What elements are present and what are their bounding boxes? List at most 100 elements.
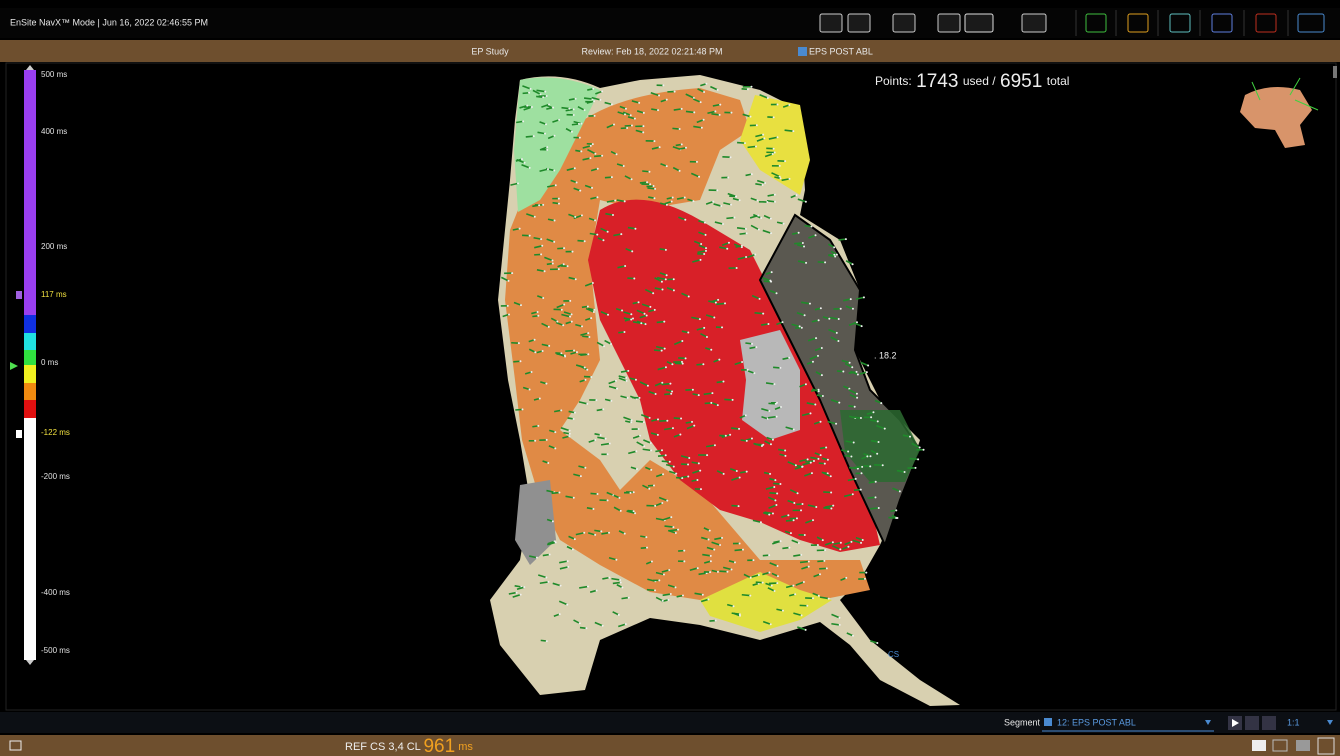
toolbar-button[interactable] [1169,13,1191,33]
vector-arrow [740,439,747,442]
vector-head [874,496,877,499]
vector-arrow [665,463,674,468]
orientation-widget[interactable] [1240,77,1319,148]
scale-marker[interactable] [10,362,18,370]
vector-arrow [615,307,623,312]
vector-head [571,250,574,253]
toolbar-button[interactable] [819,13,843,33]
toolbar-button[interactable] [1021,13,1047,33]
vector-head [806,604,809,607]
vector-head [574,215,577,218]
vector-arrow [542,553,550,557]
vector-head [768,554,771,557]
vector-head [526,104,529,107]
vector-head [806,458,809,461]
vector-arrow [859,371,868,375]
vector-head [740,244,743,247]
vector-head [738,199,741,202]
vector-head [768,410,771,413]
vector-head [824,261,827,264]
vector-head [634,227,637,230]
vector-arrow [675,143,682,147]
toolbar-button[interactable] [1127,13,1149,33]
vector-head [645,314,648,317]
vector-arrow [622,111,632,117]
vector-head [693,424,696,427]
vector-head [784,160,787,163]
toolbar-button[interactable] [1085,13,1107,33]
vector-head [730,203,733,206]
vector-arrow [814,452,821,456]
vector-arrow [539,168,549,173]
vector-arrow [594,433,601,436]
status-icon[interactable] [9,740,22,751]
vector-arrow [547,134,555,140]
vector-head [528,234,531,237]
scale-marker[interactable] [16,430,22,438]
vector-arrow [767,415,777,419]
vector-head [602,239,605,242]
scale-marker[interactable] [16,291,22,299]
vector-arrow [580,353,589,357]
status-icon[interactable] [1296,740,1310,751]
next-button[interactable] [1262,716,1276,730]
prev-button[interactable] [1245,716,1259,730]
vector-head [815,505,818,508]
vector-arrow [547,218,555,222]
dropdown-arrow[interactable] [1205,720,1211,725]
vector-head [746,368,749,371]
toolbar-button[interactable] [892,13,916,33]
vector-head [749,115,752,118]
vector-head [703,90,706,93]
toolbar-button[interactable] [1211,13,1233,33]
vector-arrow [579,626,587,630]
vector-head [642,421,645,424]
toolbar-button[interactable] [1297,13,1325,33]
zoom-arrow[interactable] [1327,720,1333,725]
status-icon[interactable] [1317,737,1335,755]
toolbar-button[interactable] [1255,13,1277,33]
vector-arrow [711,402,719,406]
toolbar-button[interactable] [847,13,871,33]
vector-arrow [787,461,797,466]
vector-arrow [902,434,911,438]
vector-arrow [676,594,684,598]
zoom[interactable]: 1:1 [1287,717,1300,727]
vector-arrow [807,504,817,508]
vector-head [819,420,822,423]
vector-head [519,593,522,596]
vector-arrow [568,535,576,540]
scale-arrow[interactable] [26,65,34,70]
vector-head [653,308,656,311]
vector-arrow [763,214,772,220]
vector-arrow [819,446,827,450]
vector-arrow [712,103,721,107]
status-icon[interactable] [1272,739,1288,752]
vector-arrow [762,620,771,626]
vector-arrow [642,448,652,452]
toolbar-button[interactable] [964,13,994,33]
vector-head [769,472,772,475]
vector-head [861,465,864,468]
vector-arrow [870,640,878,644]
status-icon[interactable] [1252,740,1266,751]
vector-head [517,342,520,345]
vector-head [710,401,713,404]
vector-head [851,493,854,496]
vector-arrow [838,238,846,241]
app-title: EnSite NavX™ Mode | Jun 16, 2022 02:46:5… [10,17,208,27]
vector-head [680,107,683,110]
vector-head [649,442,652,445]
segment-dropdown[interactable]: 12: EPS POST ABL [1057,717,1136,727]
vector-arrow [515,408,523,411]
vector-arrow [531,311,538,315]
vector-head [745,232,748,235]
toolbar-button[interactable] [937,13,961,33]
vector-head [519,360,522,363]
vector-arrow [582,335,590,338]
vector-head [586,368,589,371]
scale-arrow[interactable] [26,660,34,665]
vector-head [850,455,853,458]
vector-arrow [843,298,851,302]
